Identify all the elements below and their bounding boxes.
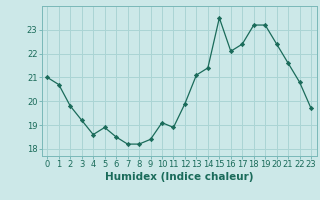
X-axis label: Humidex (Indice chaleur): Humidex (Indice chaleur) (105, 172, 253, 182)
